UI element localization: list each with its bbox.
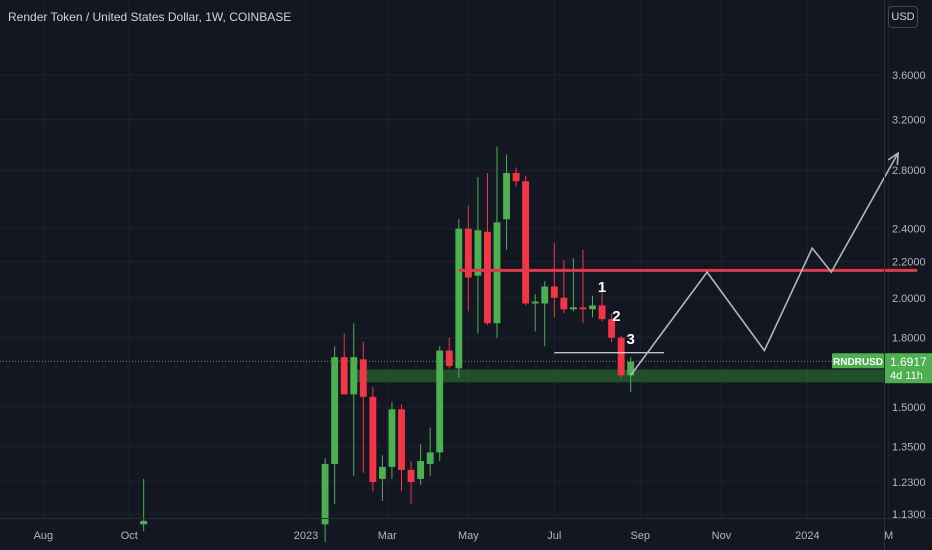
candle-up <box>541 286 549 304</box>
x-tick-label: Jul <box>547 530 561 542</box>
time-axis[interactable]: JunAugOct2023MarMayJulSepNov2024M <box>0 518 932 543</box>
x-tick-label: 2024 <box>795 530 819 542</box>
candle-up <box>378 466 386 479</box>
candle-down <box>579 307 587 310</box>
candle-up <box>388 409 396 467</box>
candle-up <box>455 228 463 369</box>
x-tick-label: Oct <box>121 530 138 542</box>
candle-down <box>369 396 377 482</box>
candle-up <box>426 452 434 464</box>
annotation-label: 3 <box>627 331 635 348</box>
candle-up <box>569 307 577 310</box>
candle-up <box>436 350 444 453</box>
x-tick-label: M <box>884 530 893 542</box>
candle-down <box>445 350 453 367</box>
currency-button[interactable]: USD <box>888 6 918 28</box>
x-tick-label: Mar <box>378 530 397 542</box>
candle-down <box>407 469 415 482</box>
candle-up <box>417 461 425 479</box>
x-tick-label: 2023 <box>294 530 318 542</box>
candle-up <box>331 357 339 464</box>
y-tick-label: 1.1300 <box>892 509 926 521</box>
candle-up <box>321 463 329 525</box>
candle-down <box>340 357 348 395</box>
candle-up <box>493 222 501 324</box>
y-tick-label: 1.3500 <box>892 442 926 454</box>
symbol-badge <box>832 353 884 369</box>
y-tick-label: 1.5000 <box>892 402 926 414</box>
grid-lines <box>0 0 890 518</box>
candle-up <box>531 301 539 304</box>
y-tick-label: 1.8000 <box>892 333 926 345</box>
y-tick-label: 2.4000 <box>892 224 926 236</box>
x-tick-label: Nov <box>712 530 732 542</box>
y-tick-label: 3.2000 <box>892 115 926 127</box>
candle-down <box>398 409 405 470</box>
candle-up <box>627 361 635 376</box>
candle-down <box>550 286 558 298</box>
projection-arrow-head <box>887 151 900 166</box>
projection-path[interactable] <box>630 152 899 376</box>
candle-up <box>503 172 510 220</box>
price-badge <box>885 353 932 384</box>
x-tick-label: Sep <box>630 530 650 542</box>
symbol-badge-label: RNDRUSD <box>833 357 883 368</box>
candle-down <box>359 359 367 397</box>
candle-down <box>598 305 606 320</box>
candle-down <box>617 337 625 376</box>
x-tick-label: May <box>458 530 479 542</box>
y-tick-label: 3.6000 <box>892 70 926 82</box>
candle-down <box>522 181 530 304</box>
y-tick-label: 2.0000 <box>892 293 926 305</box>
candle-up <box>589 305 596 310</box>
candle-up <box>350 357 358 395</box>
chart-title: Render Token / United States Dollar, 1W,… <box>8 10 292 24</box>
annotation-label: 2 <box>612 308 620 325</box>
price-badge-countdown: 4d 11h <box>890 370 923 382</box>
candle-down <box>512 172 520 182</box>
annotation-label: 1 <box>598 279 606 296</box>
candle-down <box>484 231 491 324</box>
y-tick-label: 1.2300 <box>892 477 926 489</box>
candle-down <box>608 319 616 338</box>
projection-layer[interactable]: 123 <box>458 151 918 376</box>
price-badge-value: 1.6917 <box>890 355 927 369</box>
candles <box>140 146 635 542</box>
x-tick-label: Aug <box>34 530 54 542</box>
y-tick-label: 2.8000 <box>892 165 926 177</box>
support-zone[interactable] <box>353 369 918 383</box>
candle-up <box>474 230 482 276</box>
candle-up <box>140 520 148 525</box>
candle-down <box>464 228 472 278</box>
y-tick-label: 2.2000 <box>892 257 926 269</box>
candle-down <box>560 297 568 310</box>
